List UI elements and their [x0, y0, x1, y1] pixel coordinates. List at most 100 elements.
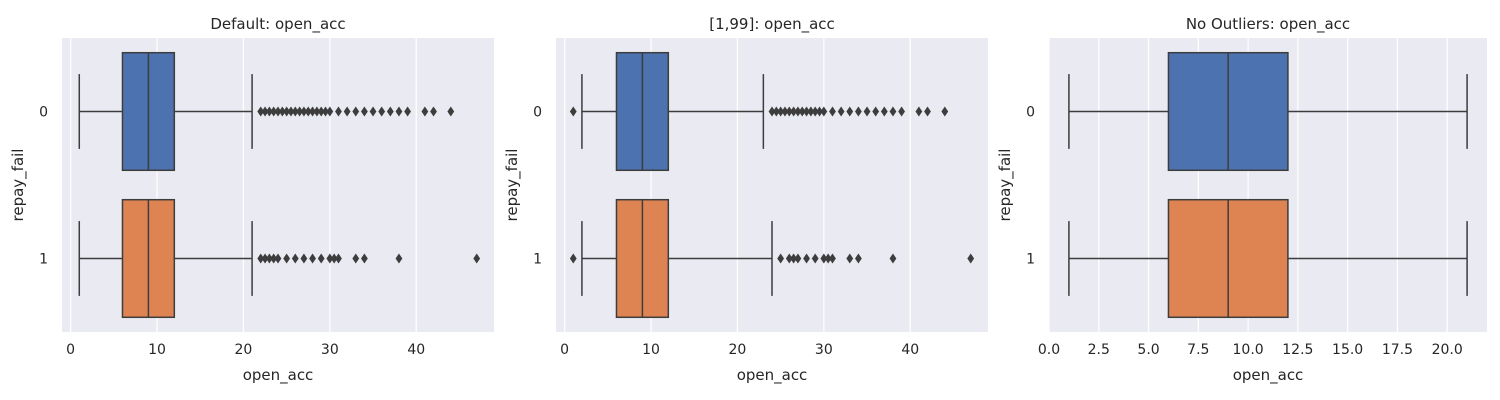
outlier-point: [395, 106, 403, 117]
x-tick-label: 0.0: [1038, 342, 1060, 358]
x-tick-label: 10.0: [1233, 342, 1264, 358]
x-tick-label: 17.5: [1382, 342, 1413, 358]
outlier-point: [309, 106, 316, 117]
outlier-point: [335, 253, 342, 264]
y-axis-label: repay_fail: [996, 149, 1015, 222]
outlier-point: [889, 106, 897, 117]
outlier-point: [326, 253, 334, 264]
outlier-point: [386, 106, 394, 117]
x-axis-label: open_acc: [1233, 366, 1304, 385]
outlier-point: [361, 106, 368, 117]
box-0: [569, 51, 949, 172]
outlier-point: [816, 106, 823, 117]
y-axis-label: repay_fail: [9, 149, 28, 222]
outlier-point: [803, 253, 810, 264]
outlier-point: [807, 106, 815, 117]
outlier-point: [915, 106, 923, 117]
outlier-point: [287, 106, 295, 117]
outlier-point: [270, 253, 278, 264]
x-axis-label: open_acc: [737, 366, 808, 385]
outlier-point: [798, 106, 806, 117]
outlier-point: [265, 253, 273, 264]
outlier-point: [473, 253, 481, 264]
outlier-point: [317, 106, 325, 117]
outlier-point: [322, 106, 329, 117]
x-tick-label: 5.0: [1137, 342, 1159, 358]
outlier-point: [941, 106, 949, 117]
outlier-point: [824, 253, 832, 264]
outlier-point: [261, 106, 269, 117]
outlier-point: [790, 253, 797, 264]
box-1: [78, 198, 481, 319]
outlier-point: [898, 106, 905, 117]
outlier-point: [261, 253, 269, 264]
outlier-point: [317, 253, 325, 264]
outlier-point: [335, 106, 342, 117]
chart-title: [1,99]: open_acc: [709, 15, 835, 34]
outlier-point: [330, 253, 338, 264]
outlier-point: [283, 253, 291, 264]
x-tick-label: 12.5: [1282, 342, 1313, 358]
outlier-point: [872, 106, 880, 117]
outlier-point: [820, 106, 828, 117]
x-axis-label: open_acc: [243, 366, 314, 385]
x-tick-label: 20: [235, 342, 253, 358]
outlier-point: [768, 106, 776, 117]
outlier-point: [343, 106, 351, 117]
outlier-point: [569, 106, 577, 117]
outlier-point: [820, 253, 828, 264]
outlier-point: [803, 106, 810, 117]
box-1: [1068, 198, 1468, 319]
x-tick-label: 10: [148, 342, 166, 358]
y-tick-label: 0: [533, 105, 542, 121]
outlier-point: [352, 106, 360, 117]
y-tick-label: 1: [1026, 252, 1035, 268]
outlier-point: [300, 106, 308, 117]
x-tick-label: 20: [729, 342, 747, 358]
outlier-point: [785, 253, 793, 264]
outlier-point: [304, 106, 312, 117]
x-tick-label: 40: [407, 342, 425, 358]
outlier-point: [777, 106, 785, 117]
outlier-point: [846, 106, 854, 117]
x-tick-label: 7.5: [1187, 342, 1209, 358]
outlier-point: [924, 106, 931, 117]
outlier-point: [794, 253, 802, 264]
y-tick-label: 1: [39, 252, 48, 268]
outlier-point: [313, 106, 321, 117]
chart-title: Default: open_acc: [210, 15, 345, 34]
outlier-point: [811, 106, 819, 117]
outlier-point: [296, 106, 303, 117]
chart-panel-2: 0.0 2.5 5.0 7.5 10.0 12.5 15.0 17.5 20.0 0 1 No Out…: [996, 15, 1487, 385]
outlier-point: [291, 106, 299, 117]
x-tick-label: 2.5: [1088, 342, 1110, 358]
y-axis-label: repay_fail: [503, 149, 522, 222]
outlier-point: [300, 253, 308, 264]
outlier-point: [794, 106, 802, 117]
outlier-point: [378, 106, 386, 117]
x-tick-label: 0: [66, 342, 75, 358]
outlier-point: [265, 106, 273, 117]
box-0: [1068, 51, 1468, 172]
outlier-point: [270, 106, 278, 117]
outlier-point: [889, 253, 897, 264]
outlier-point: [447, 106, 455, 117]
box-1: [569, 198, 975, 319]
outlier-point: [777, 253, 785, 264]
outlier-point: [829, 253, 836, 264]
outlier-point: [772, 106, 780, 117]
y-tick-label: 1: [533, 252, 542, 268]
outlier-point: [352, 253, 360, 264]
x-tick-label: 30: [815, 342, 833, 358]
outlier-point: [274, 106, 282, 117]
outlier-point: [967, 253, 975, 264]
x-tick-label: 30: [321, 342, 339, 358]
outlier-point: [291, 253, 299, 264]
outlier-point: [846, 253, 854, 264]
outlier-point: [361, 253, 368, 264]
x-tick-label: 10: [642, 342, 660, 358]
chart-panel-0: 0 10 20 30 40 0 1 Default: open_acc open_acc repa…: [9, 15, 494, 385]
outlier-point: [309, 253, 316, 264]
outlier-point: [790, 106, 797, 117]
outlier-point: [569, 253, 577, 264]
